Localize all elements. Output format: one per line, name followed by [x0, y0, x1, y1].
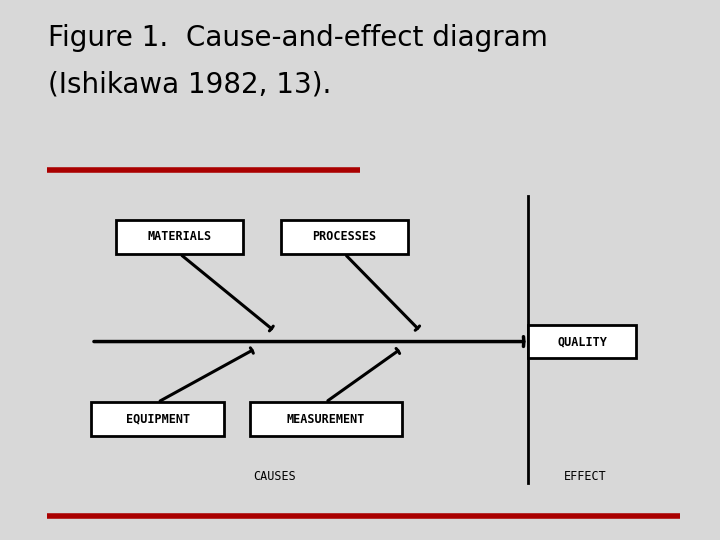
FancyBboxPatch shape — [117, 220, 243, 254]
Text: EFFECT: EFFECT — [564, 470, 607, 483]
Text: EQUIPMENT: EQUIPMENT — [125, 413, 190, 426]
Text: MEASUREMENT: MEASUREMENT — [287, 413, 365, 426]
Text: CAUSES: CAUSES — [253, 470, 296, 483]
FancyBboxPatch shape — [282, 220, 408, 254]
Text: (Ishikawa 1982, 13).: (Ishikawa 1982, 13). — [48, 70, 332, 98]
Text: MATERIALS: MATERIALS — [148, 231, 212, 244]
FancyBboxPatch shape — [91, 402, 224, 436]
Text: QUALITY: QUALITY — [557, 335, 607, 348]
FancyBboxPatch shape — [250, 402, 402, 436]
Text: PROCESSES: PROCESSES — [312, 231, 377, 244]
Text: Figure 1.  Cause-and-effect diagram: Figure 1. Cause-and-effect diagram — [48, 24, 548, 52]
FancyBboxPatch shape — [528, 325, 636, 359]
